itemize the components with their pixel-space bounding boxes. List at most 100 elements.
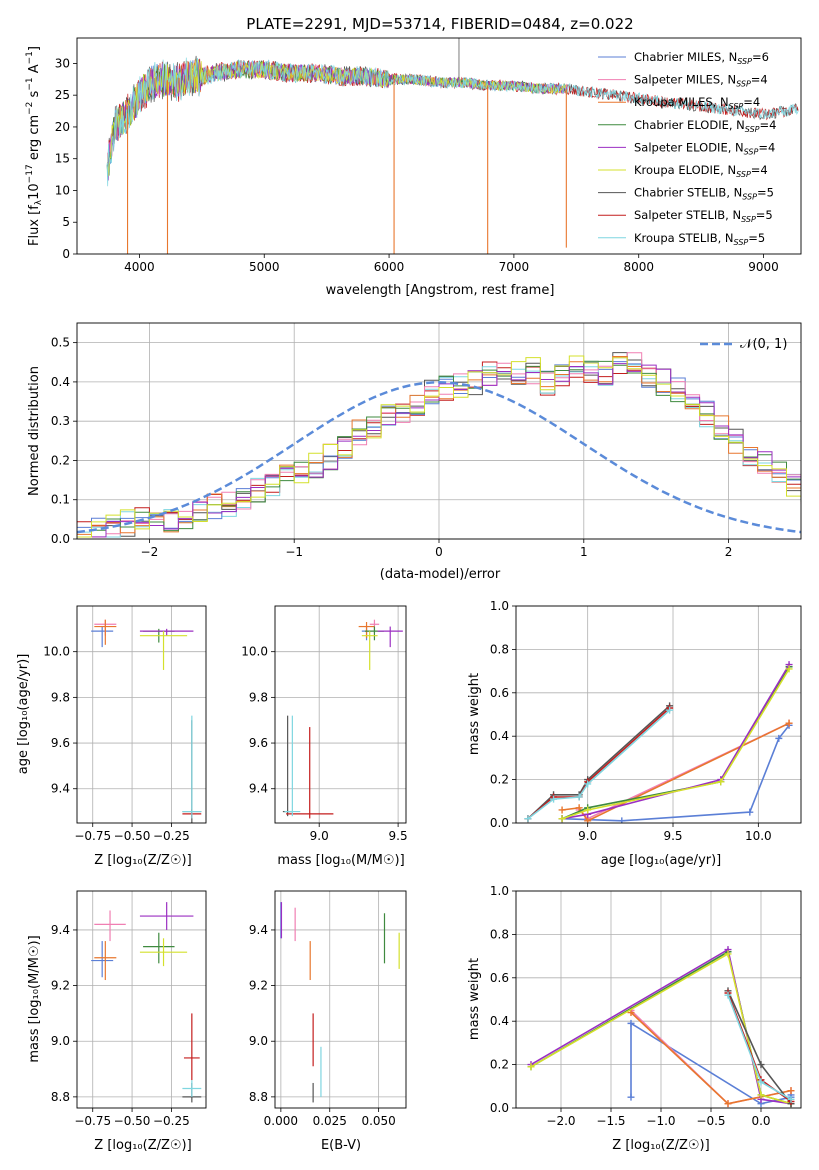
y-tick-label: 5 [62,215,70,229]
y-tick-label: 8.8 [51,1090,70,1104]
x-tick-label: 9.5 [389,829,408,843]
mass-vs-metallicity-panel: Z [log₁₀(Z/Z☉)] mass [log₁₀(M/M☉)] −0.75… [27,890,207,1153]
mass-weight-marker-chabrier-miles [746,808,754,816]
age-z-xlabel: Z [log₁₀(Z/Z☉)] [94,853,191,868]
residual-histogram-panel: (data-model)/error Normed distribution −… [27,322,802,582]
legend-label: Salpeter STELIB, NSSP=5 [634,208,773,224]
y-tick-label: 9.8 [249,690,268,704]
y-tick-label: 1.0 [490,599,509,613]
mass-weight-marker-kroupa-miles [787,1087,795,1095]
histogram-chabrier-stelib [77,352,801,539]
mass-weight-marker-kroupa-stelib [666,706,674,714]
plot-area [282,619,403,819]
mass-weight-marker-kroupa-elodie [757,1091,765,1099]
x-tick-label: −0.25 [153,829,190,843]
y-tick-label: 30 [55,56,70,70]
y-tick-label: 10.0 [43,645,70,659]
mass-weight-marker-kroupa-miles [584,817,592,823]
y-tick-label: 9.6 [51,736,70,750]
y-tick-label: 9.4 [51,923,70,937]
x-tick-label: −0.75 [74,1114,111,1128]
mass-weight-marker-kroupa-stelib [575,793,583,801]
mass-ebv-xlabel: E(B-V) [321,1138,361,1153]
mass-weight-line-chabrier-elodie [561,666,790,820]
x-tick-label: −0.75 [74,829,111,843]
y-tick-label: 0.2 [490,1058,509,1072]
mass-weight-marker-kroupa-stelib [584,780,592,788]
y-tick-label: 0.0 [51,532,70,546]
y-tick-label: 10.0 [241,645,268,659]
y-tick-label: 10 [55,183,70,197]
x-tick-label: 5000 [249,260,280,274]
mw-z-xlabel: Z [log₁₀(Z/Z☉)] [612,1138,709,1153]
age-vs-metallicity-panel: Z [log₁₀(Z/Z☉)] age [log₁₀(age/yr)] −0.7… [16,605,207,868]
histogram-kroupa-elodie [77,355,801,539]
mass-weight-marker-chabrier-miles [627,1019,635,1027]
y-tick-label: 1.0 [490,884,509,898]
x-tick-label: 4000 [124,260,155,274]
histogram-salpeter-elodie [77,363,801,539]
axes-frame [515,605,802,824]
spectrum-legend: Chabrier MILES, NSSP=6 Salpeter MILES, NS… [598,50,776,247]
spectrum-line-kroupa-stelib [106,57,799,187]
mass-weight-marker-chabrier-stelib [757,1061,765,1069]
spectrum-xlabel: wavelength [Angstrom, rest frame] [326,283,555,298]
age-z-ylabel: age [log₁₀(age/yr)] [16,654,31,775]
y-tick-label: 15 [55,152,70,166]
x-tick-label: 2 [725,545,733,559]
plot-area [77,352,801,539]
axes-frame [76,322,802,540]
histogram-xlabel: (data-model)/error [380,567,501,582]
mass-z-xlabel: Z [log₁₀(Z/Z☉)] [94,1138,191,1153]
legend-label: Kroupa ELODIE, NSSP=4 [634,163,768,179]
mass-weight-marker-kroupa-elodie [527,1063,535,1071]
x-tick-label: 0.000 [264,1114,298,1128]
mass-weight-line-kroupa-elodie [561,668,790,820]
mass-weight-marker-kroupa-elodie [584,806,592,814]
legend-label: Kroupa STELIB, NSSP=5 [634,231,765,247]
plot-area [280,902,400,1103]
axes-frame [76,890,207,1109]
x-tick-label: −2.0 [546,1114,575,1128]
mass-weight-line-salpeter-elodie [561,664,790,820]
y-tick-label: 0.5 [51,336,70,350]
x-tick-label: 7000 [499,260,530,274]
massweight-vs-metallicity-panel: Z [log₁₀(Z/Z☉)] mass weight −2.0 −1.5 −1.0… [467,884,802,1153]
x-tick-label: 6000 [374,260,405,274]
y-tick-label: 20 [55,120,70,134]
spectrum-title: PLATE=2291, MJD=53714, FIBERID=0484, z=0… [246,15,633,33]
x-tick-label: 9.0 [310,829,329,843]
y-tick-label: 0.4 [490,1014,509,1028]
legend-label: Chabrier MILES, NSSP=6 [634,50,769,66]
mass-weight-marker-kroupa-stelib [550,795,558,803]
plot-area [106,38,799,254]
x-tick-label: 0.025 [313,1114,347,1128]
axes-frame [76,605,207,824]
y-tick-label: 9.0 [51,1034,70,1048]
y-tick-label: 0.1 [51,493,70,507]
legend-label: Chabrier STELIB, NSSP=5 [634,186,774,202]
plot-area [527,946,795,1108]
plot-area [91,902,202,1103]
legend-label: Kroupa MILES, NSSP=4 [634,95,760,111]
x-tick-label: 0 [435,545,443,559]
x-tick-label: 0.050 [361,1114,395,1128]
axes-frame [76,37,802,255]
legend-label: Salpeter MILES, NSSP=4 [634,73,768,89]
gaussian-curve [77,381,801,534]
y-tick-label: 0 [62,247,70,261]
y-tick-label: 9.2 [249,979,268,993]
age-vs-mass-panel: mass [log₁₀(M/M☉)] 9.0 9.5 9.4 9.6 9.8 10.0 [241,605,408,868]
y-tick-label: 0.6 [490,971,509,985]
y-tick-label: 8.8 [249,1090,268,1104]
legend-label: Chabrier ELODIE, NSSP=4 [634,118,776,134]
x-tick-label: 8000 [623,260,654,274]
y-tick-label: 25 [55,88,70,102]
y-tick-label: 0.0 [490,1101,509,1115]
x-tick-label: −0.50 [114,829,151,843]
axes-frame [515,890,802,1109]
y-tick-label: 9.6 [249,736,268,750]
spectrum-line-kroupa-elodie [107,59,568,177]
axes-frame [274,890,407,1109]
x-tick-label: 9.0 [578,829,597,843]
